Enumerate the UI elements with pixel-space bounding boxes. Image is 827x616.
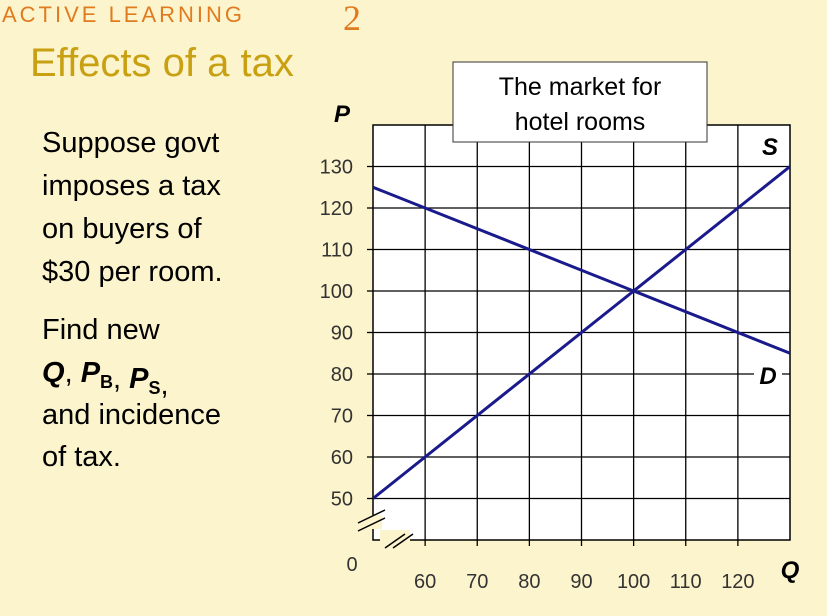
y-tick-label: 100: [320, 281, 353, 303]
subscript: B: [100, 372, 113, 392]
series-label: S: [762, 134, 778, 161]
subscript: S: [149, 378, 161, 398]
symbol: Q: [42, 357, 65, 389]
x-tick-label: 110: [670, 571, 702, 593]
y-tick-label: 130: [320, 157, 353, 179]
symbol: P: [81, 357, 101, 389]
separator: ,: [113, 363, 121, 395]
x-tick-label: 80: [518, 571, 540, 593]
x-tick-label: 60: [414, 571, 436, 593]
body-text: and incidence: [42, 399, 221, 431]
label-background: [754, 362, 782, 388]
axis-break: [357, 517, 386, 532]
body-text: of tax.: [42, 441, 121, 473]
axis-break: [352, 515, 382, 529]
y-tick-label: 60: [331, 447, 353, 469]
x-tick-label: 70: [466, 571, 488, 593]
series-line: [373, 165, 790, 500]
x-tick-label: 100: [617, 571, 650, 593]
body-text: Suppose govt: [42, 127, 219, 159]
x-tick-label: 120: [721, 571, 754, 593]
chart-title: hotel rooms: [515, 108, 646, 136]
symbol: P: [129, 363, 149, 395]
series-label: D: [759, 363, 776, 390]
y-axis-label: P: [334, 101, 351, 128]
x-axis-label: Q: [781, 557, 800, 584]
series-line: [373, 185, 790, 355]
body-text: $30 per room.: [42, 256, 223, 288]
body-text: imposes a tax: [42, 170, 221, 202]
x-tick-label: 90: [570, 571, 592, 593]
y-tick-label: 70: [331, 406, 353, 428]
heading: Effects of a tax: [30, 41, 294, 85]
separator: ,: [161, 369, 169, 401]
body-text: Find new: [42, 314, 161, 346]
y-tick-label: 120: [320, 198, 353, 220]
kicker: ACTIVE LEARNING: [2, 2, 245, 27]
slide-number: 2: [343, 0, 361, 38]
axis-break: [380, 530, 410, 546]
y-tick-label: 80: [331, 364, 353, 386]
chart-title: The market for: [499, 73, 662, 101]
separator: ,: [65, 357, 73, 389]
axis-break: [392, 533, 414, 549]
axis-break: [384, 533, 406, 549]
y-tick-label: 50: [331, 489, 353, 511]
body-text: Q, PB, PS,: [42, 357, 169, 401]
y-tick-label: 90: [331, 323, 353, 345]
axis-break: [357, 509, 386, 524]
y-tick-label: 110: [321, 240, 353, 262]
body-text: on buyers of: [42, 213, 203, 245]
title-box: [452, 61, 708, 143]
origin-label: 0: [346, 554, 357, 576]
